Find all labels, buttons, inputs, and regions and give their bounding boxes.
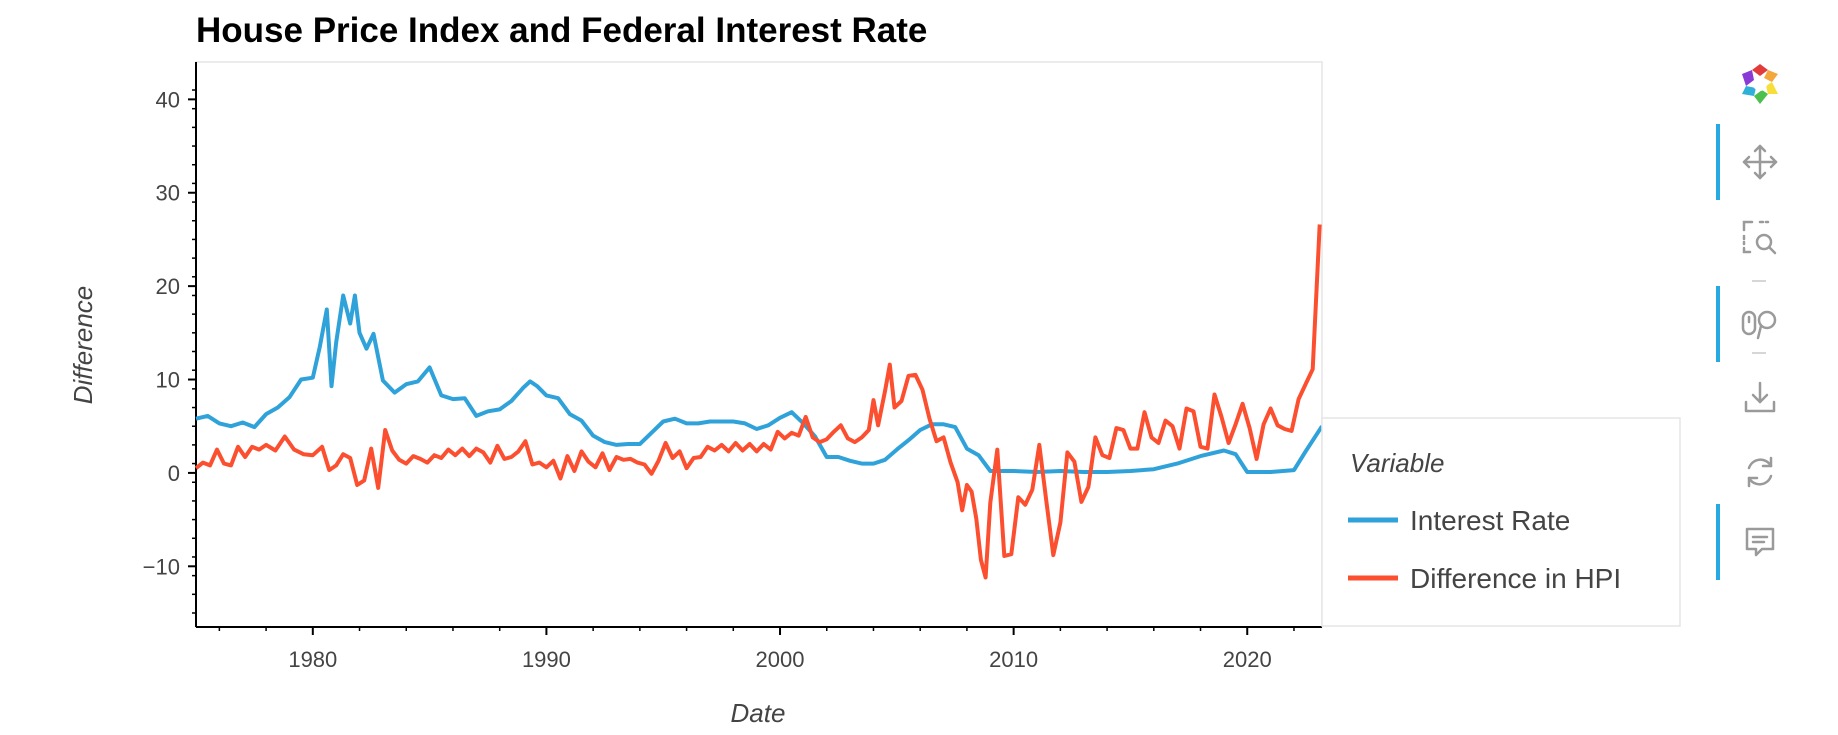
y-tick-label: 20 [156, 274, 180, 299]
y-tick-label: 0 [168, 461, 180, 486]
x-axis-title: Date [731, 698, 786, 728]
pan-icon[interactable] [1736, 138, 1784, 186]
legend-label-interest-rate[interactable]: Interest Rate [1410, 505, 1570, 536]
toolbar-separator [1752, 352, 1766, 354]
box-zoom-icon[interactable] [1736, 214, 1784, 262]
chart-title: House Price Index and Federal Interest R… [196, 11, 927, 50]
series-layer [194, 224, 1324, 580]
x-tick-label: 2010 [989, 647, 1038, 672]
legend: Variable Interest Rate Difference in HPI [1321, 417, 1681, 627]
y-axis: −10 0 10 20 30 40 [143, 62, 197, 627]
y-tick-label: 30 [156, 181, 180, 206]
x-tick-label: 2020 [1223, 647, 1272, 672]
reset-icon[interactable] [1736, 448, 1784, 496]
series-line-interest-rate[interactable] [195, 293, 1324, 474]
toolbar-separator [1752, 280, 1766, 282]
y-tick-label: 10 [156, 368, 180, 393]
x-axis: 1980 1990 2000 2010 2020 [196, 626, 1322, 672]
x-tick-label: 1990 [522, 647, 571, 672]
x-tick-label: 1980 [288, 647, 337, 672]
hover-active-indicator [1716, 504, 1720, 580]
legend-label-difference-in-hpi[interactable]: Difference in HPI [1410, 563, 1621, 594]
hover-icon[interactable] [1736, 518, 1784, 566]
series-line-difference-in-hpi[interactable] [194, 224, 1322, 580]
legend-title: Variable [1350, 448, 1444, 478]
pan-active-indicator [1716, 124, 1720, 200]
x-tick-label: 2000 [756, 647, 805, 672]
wheel-zoom-active-indicator [1716, 286, 1720, 362]
wheel-zoom-icon[interactable] [1736, 300, 1784, 348]
bokeh-logo-icon[interactable] [1736, 60, 1784, 108]
plot-frame[interactable] [195, 61, 1323, 628]
save-icon[interactable] [1736, 374, 1784, 422]
toolbar [1712, 56, 1796, 596]
y-tick-label: −10 [143, 554, 180, 579]
y-tick-label: 40 [156, 87, 180, 112]
y-axis-title: Difference [68, 286, 98, 405]
